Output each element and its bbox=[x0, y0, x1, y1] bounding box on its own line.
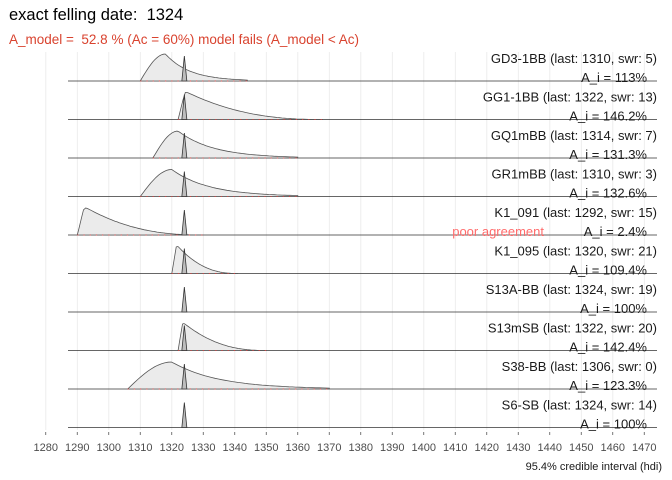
felling-date-spike bbox=[181, 209, 188, 236]
agreement-value: A_i = 100% bbox=[580, 301, 647, 316]
x-tick-label: 1450 bbox=[569, 442, 593, 454]
x-tick-label: 1400 bbox=[412, 442, 436, 454]
felling-date-spike bbox=[181, 363, 188, 390]
page-subtitle: A_model = 52.8 % (Ac = 60%) model fails … bbox=[9, 32, 360, 47]
x-tick-label: 1300 bbox=[97, 442, 121, 454]
x-tick-label: 1380 bbox=[349, 442, 373, 454]
agreement-value: A_i = 2.4% bbox=[584, 224, 648, 239]
row-label: GD3-1BB (last: 1310, swr: 5) bbox=[491, 51, 657, 66]
x-tick-label: 1350 bbox=[254, 442, 278, 454]
density-area bbox=[152, 130, 299, 159]
felling-date-spike bbox=[181, 402, 188, 428]
row-label: S6-SB (last: 1324, swr: 14) bbox=[502, 398, 657, 413]
felling-date-spike bbox=[181, 248, 188, 274]
agreement-value: A_i = 123.3% bbox=[569, 378, 647, 393]
x-tick-label: 1320 bbox=[160, 442, 184, 454]
row-S13mSB: S13mSB (last: 1322, swr: 20) A_i = 142.4% bbox=[68, 321, 657, 355]
x-axis: 1280 1290 1300 1310 1320 1330 1340 1350 1360 1370… bbox=[34, 432, 656, 454]
row-label: S13mSB (last: 1322, swr: 20) bbox=[488, 321, 657, 336]
density-area bbox=[139, 169, 299, 197]
rows-layer: GD3-1BB (last: 1310, swr: 5) A_i = 113% GG… bbox=[68, 51, 657, 432]
agreement-value: A_i = 113% bbox=[581, 70, 647, 85]
row-S13A-BB: S13A-BB (last: 1324, swr: 19) A_i = 100% bbox=[68, 282, 657, 316]
page-title: exact felling date: 1324 bbox=[9, 6, 184, 24]
row-GQ1mBB: GQ1mBB (last: 1314, swr: 7) A_i = 131.3% bbox=[68, 128, 657, 162]
row-GD3-1BB: GD3-1BB (last: 1310, swr: 5) A_i = 113% bbox=[68, 51, 657, 85]
felling-date-spike bbox=[181, 132, 188, 159]
agreement-value: A_i = 100% bbox=[580, 417, 647, 432]
x-tick-label: 1470 bbox=[632, 442, 656, 454]
row-label: K1_091 (last: 1292, swr: 15) bbox=[494, 205, 657, 220]
row-GR1mBB: GR1mBB (last: 1310, swr: 3) A_i = 132.6% bbox=[68, 167, 657, 201]
x-tick-label: 1290 bbox=[65, 442, 89, 454]
x-tick-label: 1370 bbox=[317, 442, 341, 454]
agreement-value: A_i = 146.2% bbox=[569, 109, 647, 124]
row-label: GQ1mBB (last: 1314, swr: 7) bbox=[491, 128, 657, 143]
felling-date-spike bbox=[181, 55, 188, 82]
x-axis-caption: 95.4% credible interval (hdi) bbox=[526, 461, 662, 473]
x-tick-label: 1420 bbox=[475, 442, 499, 454]
x-tick-label: 1280 bbox=[34, 442, 58, 454]
x-tick-label: 1410 bbox=[443, 442, 467, 454]
agreement-value: A_i = 132.6% bbox=[569, 186, 647, 201]
agreement-value: A_i = 109.4% bbox=[569, 263, 647, 278]
felling-date-spike bbox=[181, 171, 188, 197]
row-label: S38-BB (last: 1306, swr: 0) bbox=[502, 359, 657, 374]
x-tick-label: 1340 bbox=[223, 442, 247, 454]
felling-date-spike bbox=[181, 286, 188, 313]
x-tick-label: 1430 bbox=[506, 442, 530, 454]
row-K1_091: K1_091 (last: 1292, swr: 15) A_i = 2.4% po… bbox=[68, 205, 657, 239]
row-label: GG1-1BB (last: 1322, swr: 13) bbox=[483, 90, 657, 105]
x-tick-label: 1360 bbox=[286, 442, 310, 454]
felling-date-spike bbox=[181, 94, 188, 120]
density-area bbox=[126, 361, 330, 390]
row-label: K1_095 (last: 1320, swr: 21) bbox=[494, 244, 657, 259]
agreement-value: A_i = 142.4% bbox=[569, 340, 647, 355]
row-label: S13A-BB (last: 1324, swr: 19) bbox=[486, 282, 657, 297]
x-tick-label: 1330 bbox=[191, 442, 215, 454]
density-area bbox=[139, 53, 248, 82]
x-tick-label: 1460 bbox=[601, 442, 625, 454]
density-area bbox=[177, 92, 323, 120]
density-area bbox=[171, 246, 238, 274]
density-area bbox=[177, 323, 267, 351]
row-S6-SB: S6-SB (last: 1324, swr: 14) A_i = 100% bbox=[68, 398, 657, 432]
x-tick-label: 1310 bbox=[128, 442, 152, 454]
warning-label: poor agreement bbox=[452, 224, 544, 239]
row-S38-BB: S38-BB (last: 1306, swr: 0) A_i = 123.3% bbox=[68, 359, 657, 393]
felling-date-spike bbox=[181, 325, 188, 351]
x-tick-label: 1390 bbox=[380, 442, 404, 454]
row-GG1-1BB: GG1-1BB (last: 1322, swr: 13) A_i = 146.2… bbox=[68, 90, 657, 124]
row-K1_095: K1_095 (last: 1320, swr: 21) A_i = 109.4% bbox=[68, 244, 657, 278]
row-label: GR1mBB (last: 1310, swr: 3) bbox=[492, 167, 657, 182]
x-tick-label: 1440 bbox=[538, 442, 562, 454]
agreement-value: A_i = 131.3% bbox=[569, 147, 647, 162]
